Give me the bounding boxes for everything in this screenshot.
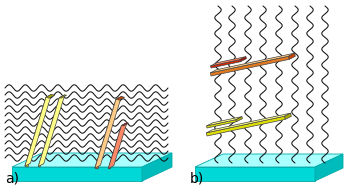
- Polygon shape: [207, 117, 242, 126]
- Polygon shape: [210, 57, 246, 66]
- Polygon shape: [207, 120, 236, 128]
- Polygon shape: [142, 153, 172, 181]
- Polygon shape: [108, 123, 127, 168]
- Polygon shape: [206, 116, 285, 136]
- Polygon shape: [284, 113, 291, 119]
- Polygon shape: [38, 98, 61, 167]
- Text: a): a): [5, 172, 19, 186]
- Polygon shape: [289, 53, 295, 59]
- Polygon shape: [210, 56, 289, 76]
- Polygon shape: [95, 99, 119, 169]
- Polygon shape: [25, 97, 49, 167]
- Polygon shape: [25, 94, 51, 166]
- Polygon shape: [95, 96, 121, 168]
- Polygon shape: [195, 167, 315, 181]
- Polygon shape: [195, 154, 343, 167]
- Polygon shape: [59, 95, 67, 98]
- Polygon shape: [46, 94, 54, 98]
- Polygon shape: [38, 95, 65, 167]
- Polygon shape: [12, 153, 172, 167]
- Polygon shape: [240, 57, 246, 62]
- Polygon shape: [236, 117, 243, 122]
- Polygon shape: [210, 60, 240, 68]
- Polygon shape: [315, 154, 343, 181]
- Polygon shape: [210, 53, 295, 73]
- Polygon shape: [12, 167, 142, 181]
- Polygon shape: [121, 123, 129, 126]
- Polygon shape: [206, 113, 291, 133]
- Text: b): b): [190, 172, 204, 186]
- Polygon shape: [116, 96, 125, 100]
- Polygon shape: [108, 125, 123, 169]
